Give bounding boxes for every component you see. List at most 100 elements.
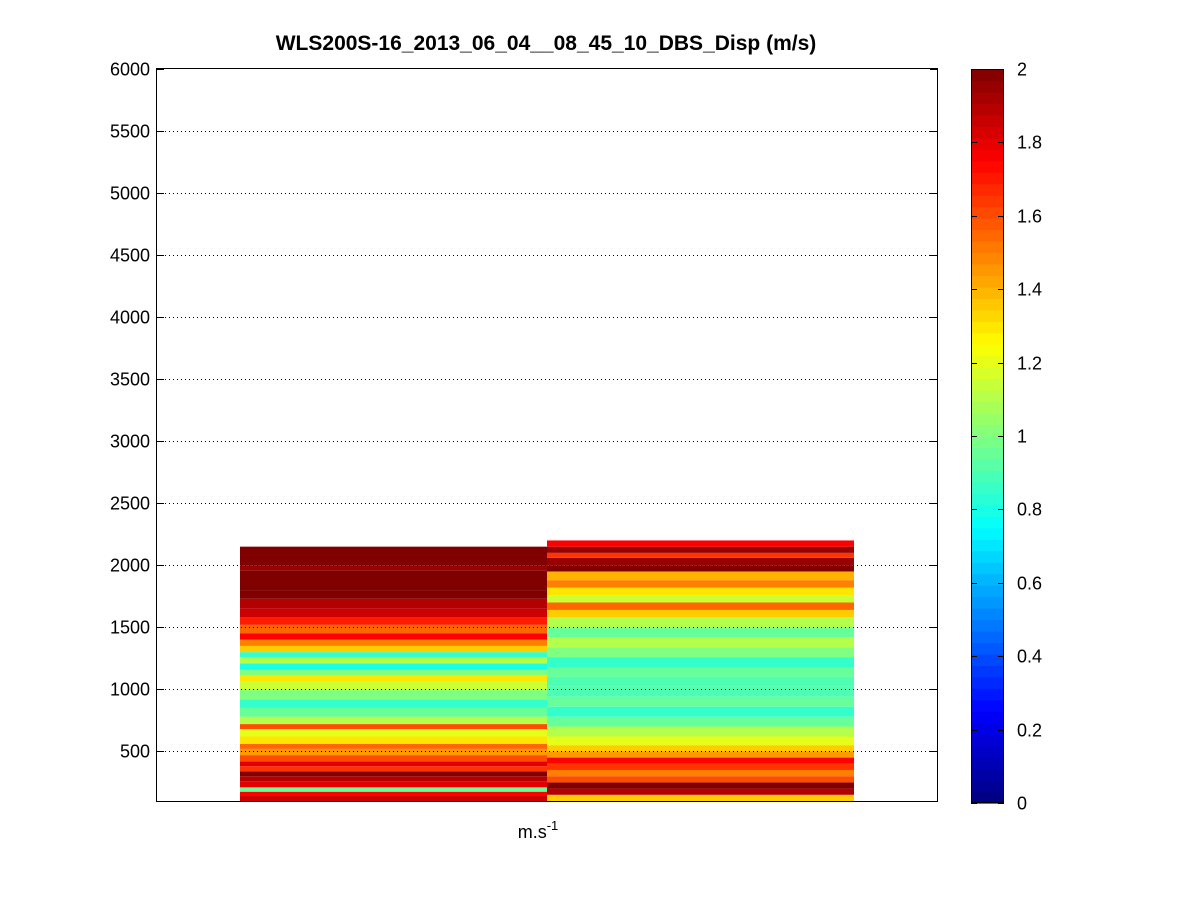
colorbar-swatch — [971, 149, 1004, 162]
heatmap-cell — [240, 681, 547, 690]
colorbar-swatch — [971, 653, 1004, 666]
heatmap-cell — [240, 787, 547, 792]
heatmap-cell — [547, 595, 854, 603]
colorbar-swatch — [971, 436, 1004, 449]
colorbar-swatch — [971, 711, 1004, 724]
heatmap-cell — [547, 794, 854, 801]
colorbar-swatch — [971, 413, 1004, 426]
colorbar-swatch — [971, 493, 1004, 506]
colorbar-swatch — [971, 298, 1004, 311]
colorbar-swatch — [971, 321, 1004, 334]
heatmap-cell — [240, 716, 547, 725]
heatmap-cell — [547, 540, 854, 547]
colorbar-tick-label: 1 — [1017, 427, 1027, 447]
heatmap-cell — [240, 565, 547, 571]
y-tick-label: 500 — [120, 742, 150, 762]
colorbar-swatch — [971, 172, 1004, 185]
colorbar-swatch — [971, 596, 1004, 609]
colorbar-tick-label: 1.4 — [1017, 280, 1042, 300]
colorbar-tick-label: 0.8 — [1017, 500, 1042, 520]
colorbar-swatch — [971, 401, 1004, 414]
colorbar-swatch — [971, 355, 1004, 368]
heatmap-cell — [547, 751, 854, 758]
heatmap-cell — [547, 657, 854, 668]
colorbar-swatch — [971, 447, 1004, 460]
y-tick-label: 4000 — [110, 308, 150, 328]
colorbar-tick-label: 1.6 — [1017, 207, 1042, 227]
colorbar-swatch — [971, 424, 1004, 437]
colorbar-swatch — [971, 699, 1004, 712]
colorbar-swatch — [971, 527, 1004, 540]
colorbar-swatch — [971, 481, 1004, 494]
colorbar-swatch — [971, 378, 1004, 391]
chart-title: WLS200S-16_2013_06_04__08_45_10_DBS_Disp… — [276, 32, 817, 55]
colorbar-swatch — [971, 550, 1004, 563]
heatmap-cell — [547, 571, 854, 581]
heatmap-cell — [547, 776, 854, 783]
heatmap-cell — [240, 663, 547, 670]
heatmap-cell — [240, 776, 547, 782]
heatmap-cell — [240, 771, 547, 777]
y-tick-label: 5500 — [110, 122, 150, 142]
colorbar-swatch — [971, 619, 1004, 632]
colorbar-swatch — [971, 642, 1004, 655]
colorbar-swatch — [971, 275, 1004, 288]
heatmap-cell — [547, 557, 854, 566]
colorbar-swatch — [971, 332, 1004, 345]
heatmap-cell — [547, 726, 854, 737]
colorbar-swatch — [971, 91, 1004, 105]
colorbar-swatch — [971, 562, 1004, 575]
heatmap-cell — [240, 766, 547, 772]
colorbar-tick-label: 0 — [1017, 794, 1027, 814]
heatmap-cell — [240, 743, 547, 749]
heatmap-cell — [547, 647, 854, 658]
heatmap-cell — [547, 546, 854, 553]
heatmap-cell — [547, 696, 854, 707]
y-tick-label: 3000 — [110, 432, 150, 452]
colorbar-swatch — [971, 688, 1004, 701]
heatmap-cell — [240, 669, 547, 676]
colorbar-tick-label: 2 — [1017, 60, 1027, 80]
heatmap-cell — [240, 761, 547, 767]
colorbar-swatch — [971, 458, 1004, 472]
heatmap-cell — [240, 689, 547, 700]
colorbar-swatch — [971, 780, 1004, 793]
colorbar-swatch — [971, 80, 1004, 93]
heatmap-cell — [547, 736, 854, 746]
heatmap-cell — [240, 729, 547, 737]
heatmap-cell — [547, 637, 854, 648]
heatmap-cell — [547, 676, 854, 687]
heatmap-cell — [240, 570, 547, 591]
x-axis-label-superscript: -1 — [547, 818, 559, 833]
colorbar-swatch — [971, 137, 1004, 150]
heatmap-cell — [547, 602, 854, 610]
colorbar-swatch — [971, 585, 1004, 598]
colorbar-swatch — [971, 722, 1004, 735]
y-tick-label: 3500 — [110, 370, 150, 390]
colorbar-swatch — [971, 183, 1004, 196]
x-axis-label: m.s-1 — [518, 818, 559, 842]
heatmap-cell — [240, 657, 547, 664]
heatmap-cell — [547, 706, 854, 717]
colorbar-swatch — [971, 791, 1004, 804]
y-tick-label: 1000 — [110, 680, 150, 700]
colorbar-swatch — [971, 229, 1004, 242]
y-tick-label: 1500 — [110, 618, 150, 638]
colorbar-swatch — [971, 367, 1004, 380]
heatmap-cell — [240, 796, 547, 801]
heatmap-cell — [240, 675, 547, 682]
colorbar-swatch — [971, 286, 1004, 299]
heatmap-cell — [240, 624, 547, 634]
heatmap-cell — [547, 757, 854, 764]
colorbar-swatch — [971, 757, 1004, 770]
plot-frame — [156, 68, 938, 802]
heatmap-cell — [240, 724, 547, 730]
heatmap-cell — [547, 609, 854, 618]
heatmap-cell — [547, 627, 854, 638]
colorbar-swatch — [971, 69, 1004, 82]
colorbar-swatch — [971, 745, 1004, 758]
heatmap-cell — [547, 552, 854, 558]
heatmap-cell — [240, 652, 547, 658]
heatmap-cell — [240, 639, 547, 646]
